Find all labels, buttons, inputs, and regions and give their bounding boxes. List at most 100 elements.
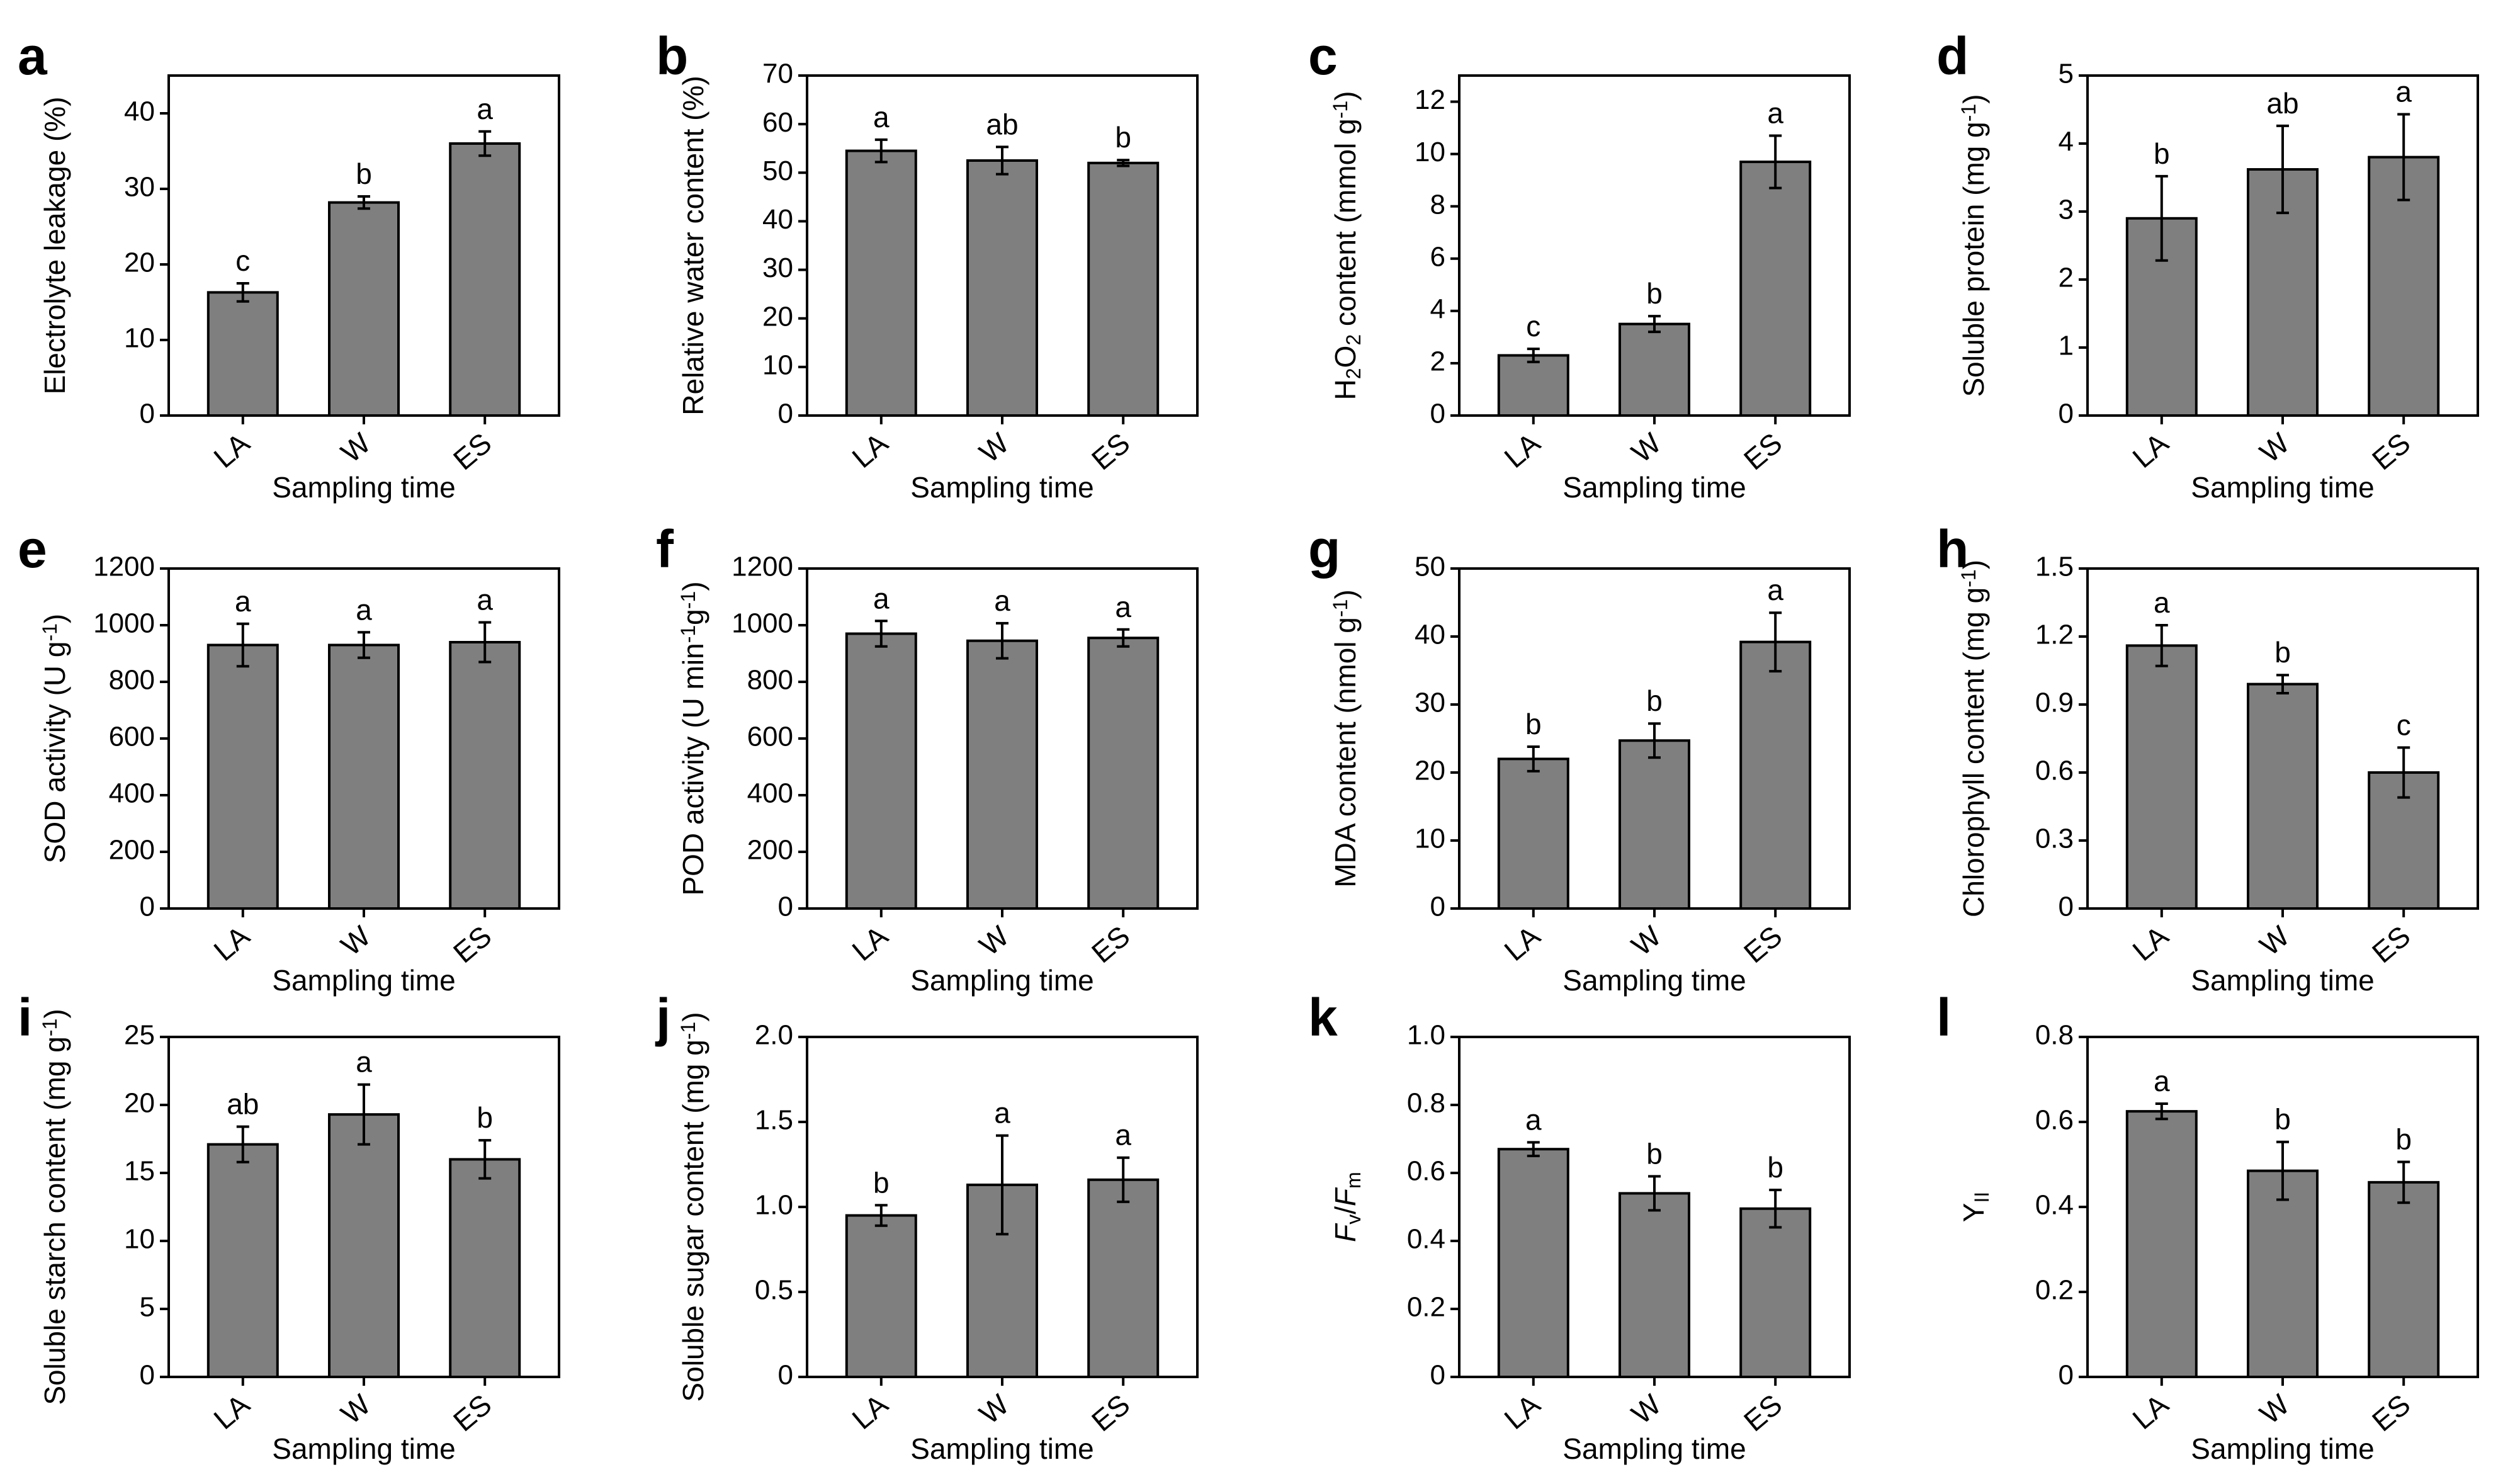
y-tick-label: 0 [1430, 399, 1445, 429]
error-bar-W [2276, 124, 2289, 215]
error-bar-ES [2397, 113, 2410, 201]
error-bar-ES [1769, 611, 1782, 673]
x-axis-title: Sampling time [910, 471, 1093, 504]
error-bar-ES [478, 1139, 492, 1180]
bar-LA [206, 291, 279, 417]
error-bar-W [1648, 1175, 1661, 1212]
panel-letter: a [18, 26, 48, 86]
y-axis-title: H2O2 content (mmol g-1) [1329, 91, 1365, 400]
bar-ES [449, 142, 521, 417]
error-bar-W [996, 621, 1009, 660]
y-tick-label: 20 [1415, 756, 1445, 786]
bar-LA [2125, 1110, 2198, 1378]
panel-letter: j [655, 988, 670, 1047]
bar-LA [206, 643, 279, 910]
x-axis-title: Sampling time [2191, 471, 2374, 504]
significance-letter: a [477, 93, 493, 125]
category-label: ES [2366, 1388, 2416, 1437]
category-label: ES [1085, 426, 1136, 476]
panel-l: l a LA b Wb ES 0 0.2 0.4 0.6 0.8 YII Sampling time [1936, 988, 2479, 1465]
category-label: ES [447, 426, 497, 476]
y-axis-title: Soluble sugar content (mg g-1) [677, 1012, 709, 1401]
y-tick-label: 4 [2059, 127, 2074, 157]
significance-letter: b [2395, 1123, 2412, 1155]
bar-LA [1497, 757, 1569, 910]
y-tick-label: 10 [124, 1224, 155, 1255]
panel-c: c c LA b Wa ES 0 2 4 6 8 10 12 H2O2 content (mmol g-1… [1308, 26, 1851, 504]
bar-W [966, 639, 1038, 910]
y-axis-title: POD activity (U min-1g-1) [677, 581, 709, 895]
plot-frame [2086, 74, 2479, 417]
bar-W [966, 159, 1038, 417]
y-tick-label: 0.6 [1407, 1156, 1445, 1187]
significance-letter: b [1525, 708, 1542, 740]
y-tick-label: 1.0 [755, 1190, 793, 1221]
error-bar-LA [1527, 745, 1540, 773]
category-label: LA [2127, 426, 2175, 474]
category-label: LA [2127, 919, 2175, 967]
significance-letter: a [1115, 591, 1131, 623]
category-label: ES [1737, 426, 1788, 476]
y-axis-title: YII [1957, 1192, 1993, 1222]
x-axis-title: Sampling time [2191, 1432, 2374, 1465]
category-label: W [2254, 919, 2296, 962]
y-tick-label: 0.8 [2035, 1020, 2074, 1051]
category-label: LA [846, 1388, 895, 1435]
bar-ES [1087, 161, 1160, 417]
significance-letter: c [1526, 310, 1540, 343]
category-label: ES [1085, 1388, 1136, 1437]
x-axis-title: Sampling time [1562, 471, 1746, 504]
y-tick-label: 30 [762, 252, 793, 283]
bar-W [328, 201, 400, 417]
category-label: LA [1498, 919, 1547, 967]
y-tick-label: 600 [747, 722, 793, 752]
plot-frame [1458, 1036, 1851, 1378]
error-bar-W [358, 195, 370, 210]
bar-LA [206, 1143, 279, 1378]
y-tick-label: 5 [2059, 59, 2074, 89]
y-tick-label: 50 [1415, 552, 1445, 582]
y-tick-label: 0 [778, 399, 793, 429]
y-tick-label: 0 [2059, 399, 2074, 429]
bar-ES [1087, 637, 1160, 910]
significance-letter: b [2274, 636, 2291, 669]
error-bar-LA [874, 138, 888, 164]
y-tick-label: 0.4 [2035, 1190, 2074, 1221]
panel-letter: i [18, 988, 32, 1047]
x-axis-title: Sampling time [1562, 1432, 1746, 1465]
y-tick-label: 3 [2059, 195, 2074, 225]
error-bar-ES [2397, 746, 2410, 799]
y-tick-label: 0.6 [2035, 756, 2074, 786]
bar-W [328, 1113, 400, 1378]
x-axis-title: Sampling time [272, 964, 455, 997]
category-label: W [335, 1388, 377, 1430]
plot-frame [2086, 567, 2479, 910]
category-label: W [1625, 919, 1668, 962]
y-tick-label: 0.8 [1407, 1088, 1445, 1119]
y-tick-label: 15 [124, 1156, 155, 1187]
bar-LA [1497, 1148, 1569, 1378]
y-axis-title: Chlorophyll content (mg g-1) [1957, 560, 1990, 917]
category-label: LA [1498, 1388, 1547, 1435]
significance-letter: b [1767, 1151, 1783, 1184]
error-bar-LA [236, 622, 249, 668]
y-tick-label: 800 [747, 665, 793, 696]
panel-j: j b LA a Wa ES 0 0.5 1.0 1.5 2.0 Soluble sugar cont… [655, 988, 1199, 1465]
error-bar-W [996, 145, 1009, 176]
panel-letter: d [1936, 26, 1969, 86]
y-tick-label: 30 [124, 172, 155, 203]
significance-letter: b [1646, 1137, 1663, 1170]
y-tick-label: 0.9 [2035, 688, 2074, 718]
panel-e: e a LA a Wa ES 0 200 400 600 800 1000 1200 SOD activi… [18, 519, 560, 997]
bar-W [1619, 739, 1690, 910]
category-label: W [973, 1388, 1015, 1430]
error-bar-W [1648, 722, 1661, 759]
y-tick-label: 0 [778, 1360, 793, 1391]
category-label: W [973, 426, 1015, 469]
significance-letter: a [873, 101, 890, 133]
category-label: LA [846, 426, 895, 474]
panel-b: b a LA ab Wb ES 0 10 20 30 40 50 60 70 Relative water … [656, 26, 1199, 504]
significance-letter: ab [227, 1088, 259, 1121]
significance-letter: b [477, 1101, 493, 1134]
